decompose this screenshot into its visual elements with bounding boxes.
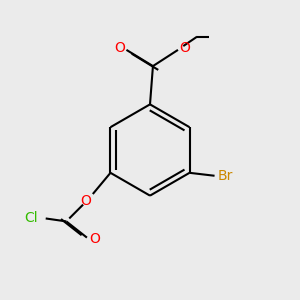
Text: Cl: Cl xyxy=(25,212,38,226)
Text: O: O xyxy=(89,232,100,246)
Text: O: O xyxy=(179,41,190,56)
Text: Br: Br xyxy=(218,169,233,183)
Text: O: O xyxy=(115,41,125,56)
Text: O: O xyxy=(81,194,92,208)
